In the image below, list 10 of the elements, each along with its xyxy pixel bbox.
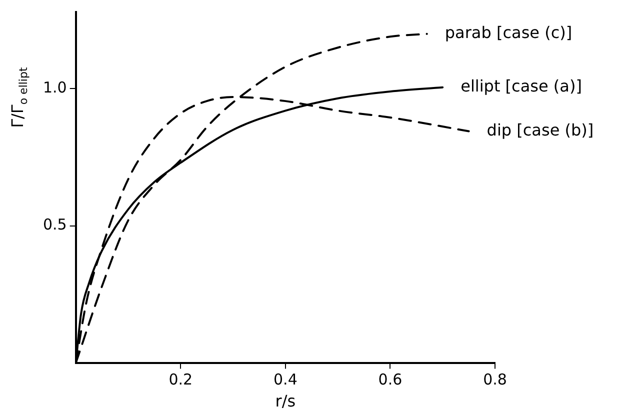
x-tick-label: 0.2 [168,370,193,389]
series-label: ellipt [case (a)] [460,76,582,96]
y-tick-label: 1.0 [42,78,67,97]
x-tick-label: 0.6 [378,370,402,389]
x-axis-title: r/s [275,392,296,411]
x-tick-label: 0.4 [274,370,298,389]
series-label: parab [case (c)] [444,23,572,42]
series-label: dip [case (b)] [486,120,594,140]
x-tick-label: 0.8 [483,370,507,389]
y-tick-label: 0.5 [42,216,67,234]
